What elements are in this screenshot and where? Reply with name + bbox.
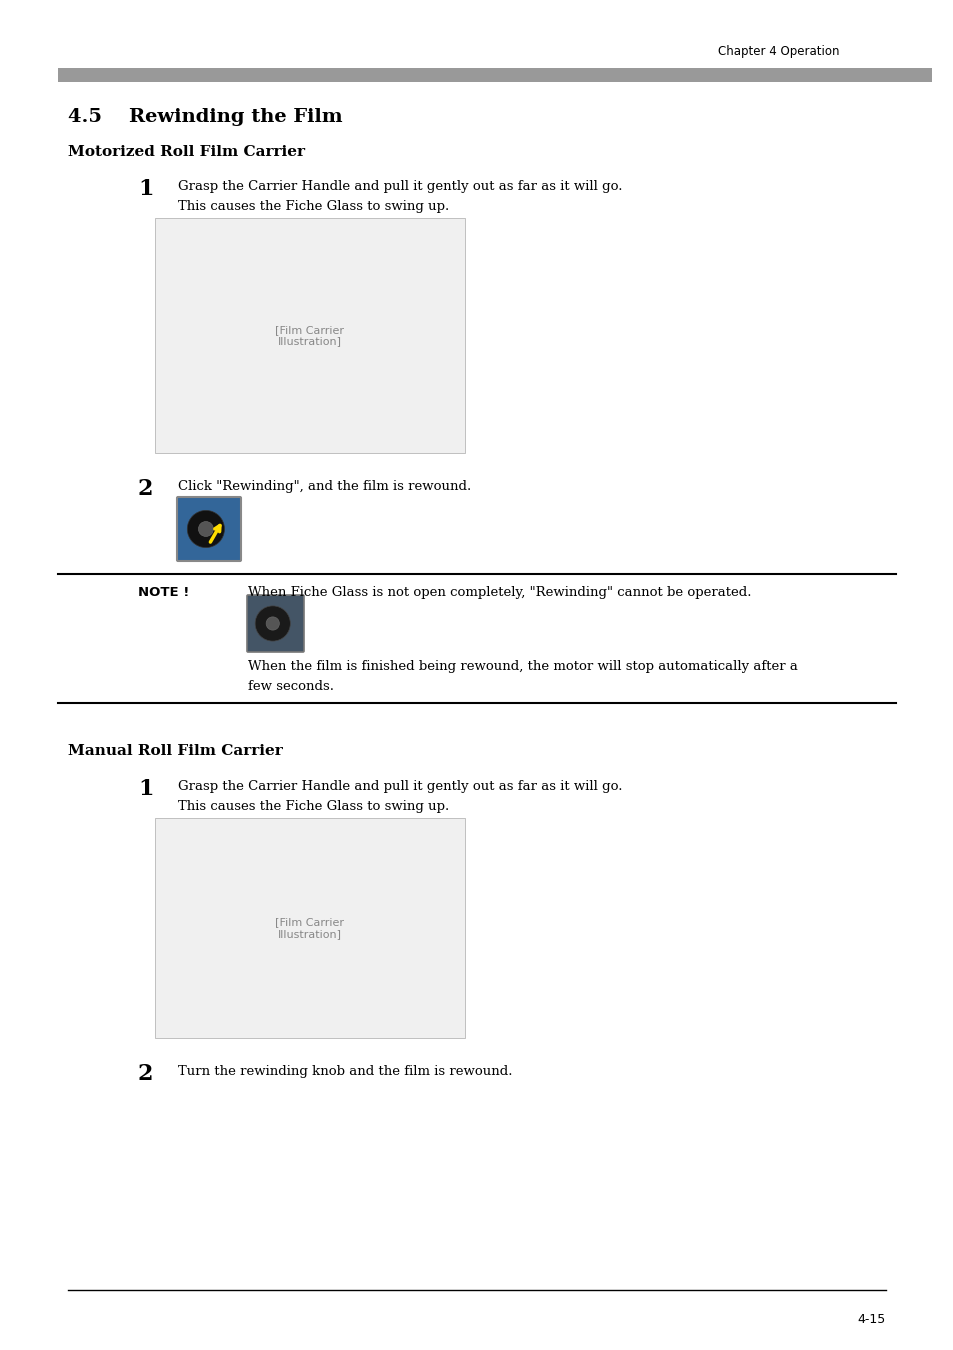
Text: Grasp the Carrier Handle and pull it gently out as far as it will go.: Grasp the Carrier Handle and pull it gen… xyxy=(178,780,622,792)
Bar xyxy=(154,217,464,454)
Text: This causes the Fiche Glass to swing up.: This causes the Fiche Glass to swing up. xyxy=(178,801,449,813)
Bar xyxy=(58,68,931,82)
Text: Click "Rewinding", and the film is rewound.: Click "Rewinding", and the film is rewou… xyxy=(178,481,471,493)
Circle shape xyxy=(254,606,290,641)
Text: 2: 2 xyxy=(138,478,153,500)
Text: This causes the Fiche Glass to swing up.: This causes the Fiche Glass to swing up. xyxy=(178,200,449,213)
Text: [Film Carrier
Illustration]: [Film Carrier Illustration] xyxy=(275,917,344,938)
Text: 4.5    Rewinding the Film: 4.5 Rewinding the Film xyxy=(68,108,342,126)
Text: 2: 2 xyxy=(138,1062,153,1085)
Text: 1: 1 xyxy=(138,178,153,200)
Text: When Fiche Glass is not open completely, "Rewinding" cannot be operated.: When Fiche Glass is not open completely,… xyxy=(248,586,751,599)
Bar xyxy=(154,818,464,1038)
FancyBboxPatch shape xyxy=(247,595,304,652)
Text: When the film is finished being rewound, the motor will stop automatically after: When the film is finished being rewound,… xyxy=(248,660,797,674)
Text: 4-15: 4-15 xyxy=(857,1314,885,1326)
Text: Motorized Roll Film Carrier: Motorized Roll Film Carrier xyxy=(68,144,305,159)
Text: few seconds.: few seconds. xyxy=(248,680,334,693)
Text: Grasp the Carrier Handle and pull it gently out as far as it will go.: Grasp the Carrier Handle and pull it gen… xyxy=(178,180,622,193)
Circle shape xyxy=(198,521,213,536)
Text: Turn the rewinding knob and the film is rewound.: Turn the rewinding knob and the film is … xyxy=(178,1065,512,1079)
Text: [Film Carrier
Illustration]: [Film Carrier Illustration] xyxy=(275,325,344,347)
Text: Chapter 4 Operation: Chapter 4 Operation xyxy=(718,45,840,58)
Circle shape xyxy=(187,510,224,548)
Text: NOTE !: NOTE ! xyxy=(138,586,190,599)
Text: Manual Roll Film Carrier: Manual Roll Film Carrier xyxy=(68,744,282,757)
Circle shape xyxy=(266,617,279,630)
FancyBboxPatch shape xyxy=(177,497,241,562)
Text: 1: 1 xyxy=(138,778,153,801)
